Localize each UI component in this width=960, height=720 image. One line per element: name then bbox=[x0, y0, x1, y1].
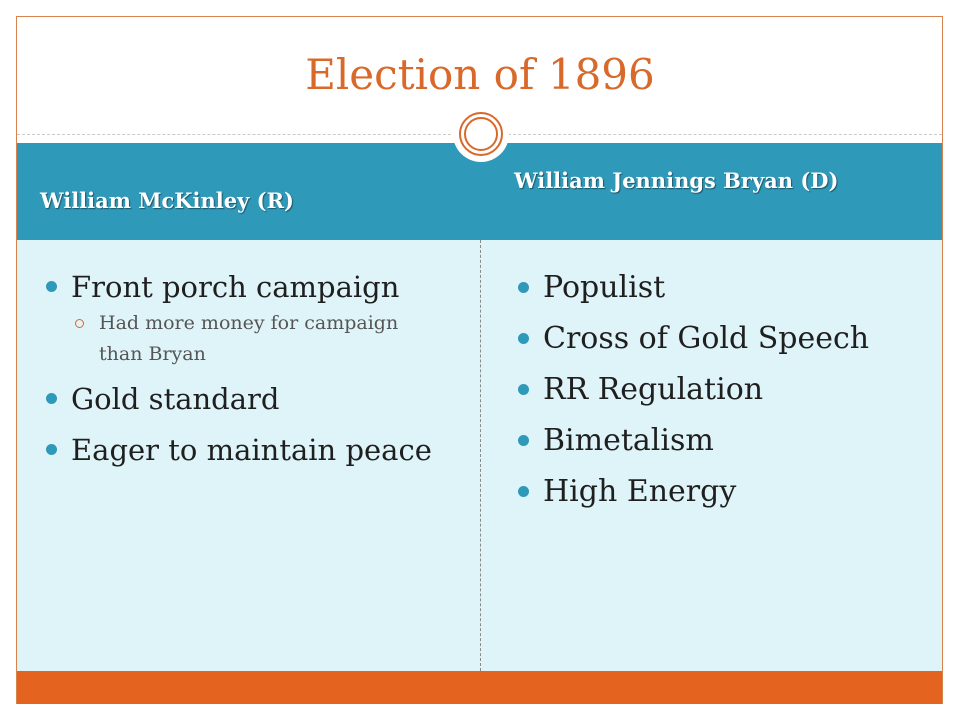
list-item: Bimetalism bbox=[518, 419, 918, 463]
bryan-column-header: William Jennings Bryan (D) bbox=[514, 168, 839, 193]
list-item-text: Bimetalism bbox=[543, 423, 714, 458]
bryan-bullet-list: Populist Cross of Gold Speech RR Regulat… bbox=[518, 266, 918, 521]
bullet-icon bbox=[46, 281, 57, 292]
list-item-text: Cross of Gold Speech bbox=[543, 321, 870, 356]
list-item-text: High Energy bbox=[543, 474, 737, 509]
sub-list-item: Had more money for campaign than Bryan bbox=[46, 308, 446, 370]
sub-bullet-list: Had more money for campaign than Bryan bbox=[46, 308, 446, 370]
list-item: Eager to maintain peace bbox=[46, 429, 446, 471]
bullet-icon bbox=[46, 393, 57, 404]
list-item-text: Populist bbox=[543, 270, 666, 305]
list-item: Gold standard bbox=[46, 378, 446, 420]
ornament-inner-ring bbox=[464, 117, 498, 151]
list-item-text: Gold standard bbox=[71, 382, 280, 416]
slide-title: Election of 1896 bbox=[305, 50, 655, 99]
list-item: Front porch campaign bbox=[46, 266, 446, 308]
bullet-icon bbox=[46, 444, 57, 455]
list-item-text: Eager to maintain peace bbox=[71, 433, 432, 467]
mckinley-bullet-list: Front porch campaign Had more money for … bbox=[46, 266, 446, 480]
bullet-icon bbox=[518, 333, 529, 344]
ornament-outer-ring bbox=[459, 112, 503, 156]
list-item: Populist bbox=[518, 266, 918, 310]
list-item: RR Regulation bbox=[518, 368, 918, 412]
content-area bbox=[17, 240, 942, 671]
list-item-text: RR Regulation bbox=[543, 372, 764, 407]
hollow-circle-bullet-icon bbox=[75, 319, 84, 328]
list-item: Cross of Gold Speech bbox=[518, 317, 918, 361]
sub-list-item-text: Had more money for campaign than Bryan bbox=[99, 312, 399, 365]
footer-band bbox=[17, 671, 942, 704]
bullet-icon bbox=[518, 282, 529, 293]
column-divider bbox=[480, 240, 481, 671]
list-item: High Energy bbox=[518, 470, 918, 514]
bullet-icon bbox=[518, 486, 529, 497]
bullet-icon bbox=[518, 435, 529, 446]
mckinley-column-header: William McKinley (R) bbox=[40, 188, 294, 213]
list-item-text: Front porch campaign bbox=[71, 270, 400, 304]
concentric-circles-ornament-icon bbox=[453, 106, 509, 162]
bullet-icon bbox=[518, 384, 529, 395]
